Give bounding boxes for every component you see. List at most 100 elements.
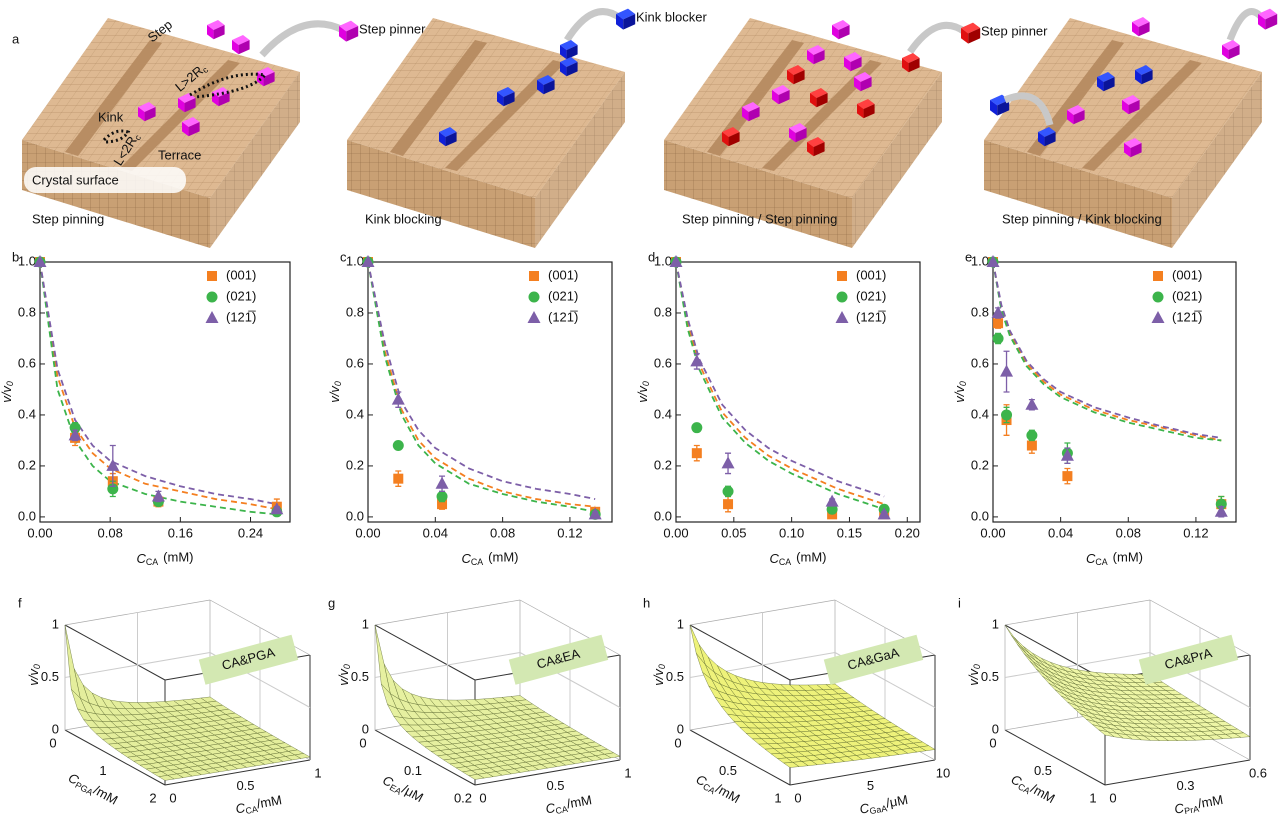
data-point bbox=[393, 440, 404, 451]
text-part: /mM bbox=[91, 783, 120, 808]
tag: CA&EA bbox=[509, 635, 608, 685]
left-tick-label: 0.2 bbox=[454, 790, 472, 805]
left-tick-label: 1 bbox=[99, 763, 106, 778]
y-tick-label: 0.8 bbox=[346, 304, 364, 319]
text-part: v/v bbox=[651, 668, 666, 686]
left-tick-label: 0.5 bbox=[719, 763, 737, 778]
right-tick-label: 5 bbox=[867, 778, 874, 793]
legend-label: (021) bbox=[1172, 288, 1202, 303]
box-edge bbox=[65, 625, 165, 680]
y-tick-label: 0.6 bbox=[971, 355, 989, 370]
left-tick-label: 0 bbox=[674, 735, 681, 750]
right-axis-label: CGaA/μM bbox=[858, 792, 909, 815]
legend-label: (021) bbox=[548, 288, 578, 303]
data-point bbox=[722, 456, 735, 468]
z-tick-label: 0 bbox=[362, 721, 369, 736]
text-part: /mM bbox=[566, 793, 594, 812]
y-tick-label: 0.0 bbox=[346, 508, 364, 523]
surface-patch bbox=[690, 625, 705, 665]
right-axis-label: CPrA/mM bbox=[1173, 792, 1225, 815]
right-tick-label: 1 bbox=[314, 765, 321, 780]
panel-letter: f bbox=[18, 595, 22, 610]
legend-marker bbox=[1153, 271, 1163, 281]
z-tick-label: 0.5 bbox=[41, 669, 59, 684]
subscript: GaA bbox=[869, 803, 888, 815]
y-tick-label: 0.2 bbox=[346, 457, 364, 472]
text-part: (mM) bbox=[796, 550, 826, 565]
additive-label: Kink blocker bbox=[636, 9, 707, 24]
tag: CA&PrA bbox=[1139, 635, 1238, 685]
legend-marker bbox=[207, 271, 217, 281]
y-tick-label: 0.2 bbox=[971, 457, 989, 472]
z-tick-label: 0 bbox=[677, 721, 684, 736]
left-tick-label: 1 bbox=[1089, 790, 1096, 805]
data-point bbox=[1026, 430, 1037, 441]
x-tick-label: 0.08 bbox=[490, 525, 515, 540]
y-tick-label: 0.8 bbox=[18, 304, 36, 319]
data-point bbox=[1001, 409, 1012, 420]
legend-label: (121̅) bbox=[856, 309, 886, 324]
x-tick-label: 0.08 bbox=[1116, 525, 1141, 540]
data-point bbox=[993, 318, 1003, 328]
right-tick-label: 0.5 bbox=[546, 778, 564, 793]
data-point bbox=[993, 333, 1004, 344]
left-tick-label: 0 bbox=[989, 735, 996, 750]
x-tick-label: 0.12 bbox=[1183, 525, 1208, 540]
right-tick-label: 0.5 bbox=[236, 778, 254, 793]
legend-label: (021) bbox=[226, 288, 256, 303]
legend-label: (021) bbox=[856, 288, 886, 303]
y-tick-label: 0.6 bbox=[654, 355, 672, 370]
text-part: v/v bbox=[635, 385, 650, 403]
annotation: Terrace bbox=[158, 147, 201, 162]
y-axis-label: v/v0 bbox=[952, 381, 968, 403]
data-point bbox=[690, 354, 703, 366]
legend-label: (001) bbox=[856, 267, 886, 282]
legend-label: (121̅) bbox=[548, 309, 578, 324]
data-point bbox=[392, 393, 405, 405]
x-tick-label: 0.15 bbox=[837, 525, 862, 540]
x-axis-label: CCA(mM) bbox=[1086, 550, 1143, 567]
left-tick-label: 1 bbox=[774, 790, 781, 805]
text-part: /μM bbox=[399, 782, 425, 806]
legend-marker bbox=[837, 292, 848, 303]
additive-cube bbox=[832, 20, 850, 39]
right-tick-label: 0 bbox=[1109, 790, 1116, 805]
data-point bbox=[393, 474, 403, 484]
legend-label: (121̅) bbox=[226, 309, 256, 324]
x-tick-label: 0.12 bbox=[557, 525, 582, 540]
subscript: CA bbox=[471, 557, 483, 567]
left-axis-label: CPGA/mM bbox=[65, 769, 120, 810]
x-tick-label: 0.08 bbox=[98, 525, 123, 540]
right-tick-label: 0 bbox=[169, 790, 176, 805]
subscript: 0 bbox=[5, 381, 15, 386]
y-tick-label: 0.4 bbox=[346, 406, 364, 421]
legend-marker bbox=[529, 271, 539, 281]
subscript: CA bbox=[1095, 557, 1107, 567]
text-part: /μM bbox=[885, 792, 909, 811]
right-tick-label: 1 bbox=[624, 765, 631, 780]
y-axis-label: v/v0 bbox=[327, 381, 343, 403]
schematic-caption: Step pinning / Step pinning bbox=[682, 211, 837, 226]
subscript: 0 bbox=[333, 381, 343, 386]
annotation: Crystal surface bbox=[32, 172, 119, 187]
panel-letter: h bbox=[643, 595, 650, 610]
y-tick-label: 0.4 bbox=[18, 406, 36, 421]
additive-cube bbox=[616, 9, 635, 30]
right-axis-label: CCA/mM bbox=[234, 793, 283, 815]
text-part: /mM bbox=[1028, 781, 1057, 806]
right-tick-label: 0.3 bbox=[1176, 778, 1194, 793]
annotation: Kink bbox=[98, 109, 124, 124]
z-tick-label: 1 bbox=[992, 616, 999, 631]
x-axis-label: CCA(mM) bbox=[462, 550, 519, 567]
box-edge bbox=[375, 625, 475, 680]
data-point bbox=[436, 477, 449, 489]
z-tick-label: 0.5 bbox=[351, 669, 369, 684]
x-tick-label: 0.00 bbox=[663, 525, 688, 540]
surface-patch bbox=[1014, 637, 1029, 653]
additive-cube bbox=[207, 20, 225, 39]
pipe bbox=[567, 12, 620, 40]
page: aStep pinnerStep pinningKink blockerKink… bbox=[0, 0, 1280, 815]
surface-patch bbox=[1005, 625, 1020, 646]
x-tick-label: 0.20 bbox=[895, 525, 920, 540]
y-tick-label: 0.2 bbox=[654, 457, 672, 472]
